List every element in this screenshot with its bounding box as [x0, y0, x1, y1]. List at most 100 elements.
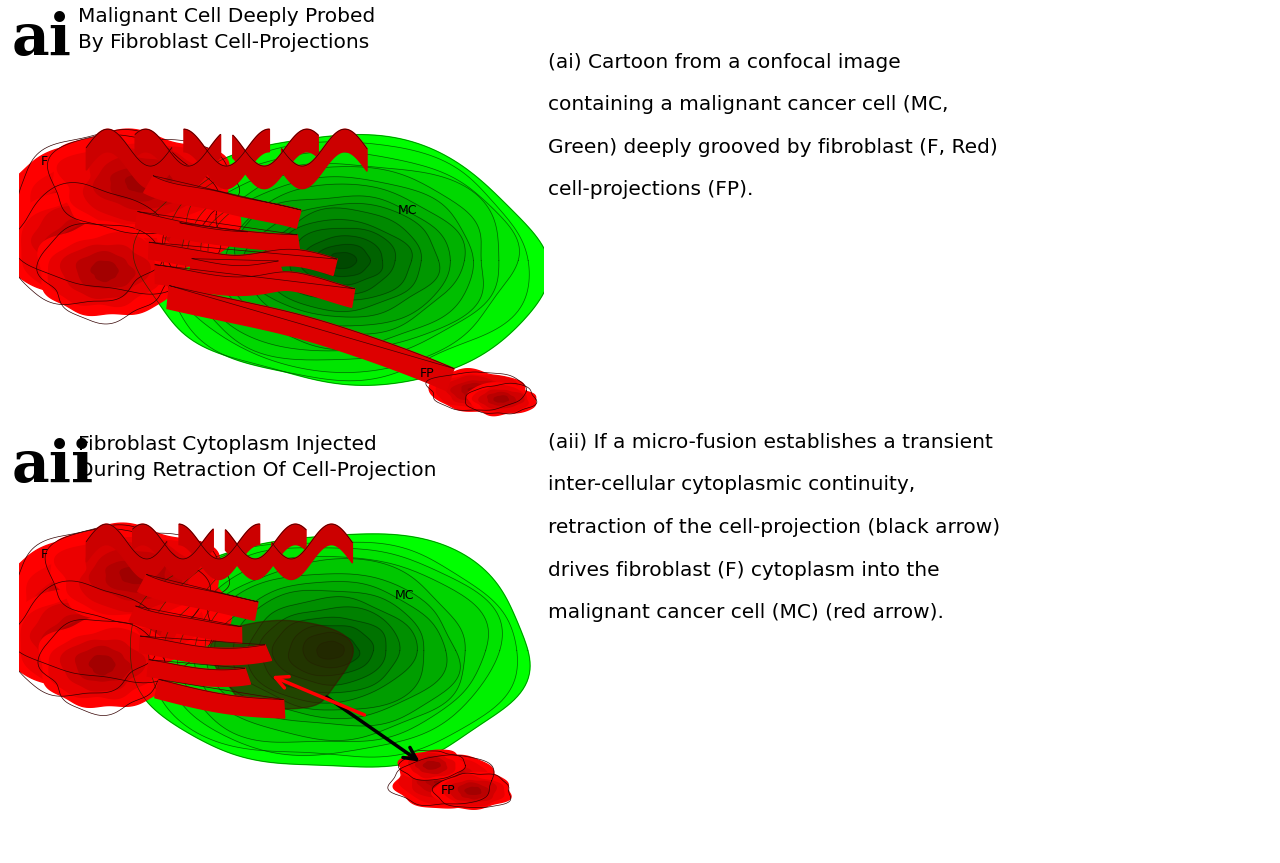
Polygon shape: [224, 184, 465, 334]
Polygon shape: [60, 224, 111, 265]
Polygon shape: [426, 772, 462, 790]
Polygon shape: [291, 229, 396, 294]
Text: F: F: [41, 155, 49, 168]
Polygon shape: [494, 396, 508, 402]
Text: aii: aii: [12, 438, 95, 494]
Polygon shape: [148, 542, 517, 757]
Polygon shape: [282, 129, 367, 189]
Polygon shape: [445, 376, 511, 406]
Text: MC: MC: [398, 205, 417, 217]
Polygon shape: [49, 564, 170, 651]
Polygon shape: [70, 630, 95, 650]
Polygon shape: [177, 223, 248, 246]
Polygon shape: [131, 534, 530, 767]
Polygon shape: [468, 387, 485, 394]
Polygon shape: [44, 216, 128, 273]
Polygon shape: [106, 559, 165, 592]
Polygon shape: [136, 129, 220, 189]
Polygon shape: [429, 369, 526, 411]
Polygon shape: [233, 129, 319, 189]
Polygon shape: [0, 137, 241, 293]
Polygon shape: [29, 549, 183, 664]
Polygon shape: [431, 772, 511, 809]
Polygon shape: [155, 679, 284, 718]
Polygon shape: [201, 167, 484, 351]
Polygon shape: [416, 757, 447, 773]
Polygon shape: [247, 596, 417, 703]
Polygon shape: [90, 550, 182, 600]
Polygon shape: [488, 393, 516, 405]
Polygon shape: [5, 191, 174, 299]
Polygon shape: [275, 219, 412, 300]
Polygon shape: [234, 196, 451, 326]
Polygon shape: [86, 129, 172, 189]
Polygon shape: [111, 167, 173, 201]
Polygon shape: [125, 175, 157, 192]
Polygon shape: [143, 176, 301, 228]
Polygon shape: [317, 641, 344, 659]
Text: FP: FP: [440, 784, 454, 797]
Polygon shape: [129, 606, 242, 643]
Polygon shape: [51, 523, 219, 627]
Polygon shape: [398, 750, 465, 779]
Polygon shape: [73, 235, 100, 255]
Polygon shape: [136, 211, 300, 251]
Polygon shape: [462, 384, 492, 398]
Polygon shape: [465, 787, 481, 794]
Polygon shape: [479, 390, 524, 408]
Polygon shape: [179, 524, 260, 580]
Polygon shape: [73, 178, 163, 249]
Text: MC: MC: [396, 589, 415, 602]
Polygon shape: [225, 524, 306, 580]
Polygon shape: [155, 265, 355, 307]
Text: Malignant Cell Deeply Probed
By Fibroblast Cell-Projections: Malignant Cell Deeply Probed By Fibrobla…: [78, 7, 375, 52]
Polygon shape: [93, 157, 189, 209]
Polygon shape: [271, 524, 352, 580]
Polygon shape: [35, 154, 191, 274]
Polygon shape: [83, 148, 202, 221]
Polygon shape: [102, 202, 132, 226]
Polygon shape: [243, 204, 440, 317]
Polygon shape: [58, 144, 223, 224]
Polygon shape: [458, 783, 489, 799]
Polygon shape: [60, 245, 150, 299]
Text: (ai) Cartoon from a confocal image

containing a malignant cancer cell (MC,

Gre: (ai) Cartoon from a confocal image conta…: [548, 53, 997, 199]
Polygon shape: [96, 595, 125, 617]
Polygon shape: [412, 761, 475, 797]
Polygon shape: [164, 142, 529, 381]
Polygon shape: [22, 198, 157, 293]
Polygon shape: [81, 583, 142, 628]
Polygon shape: [91, 261, 118, 281]
Polygon shape: [0, 532, 232, 681]
Polygon shape: [315, 244, 370, 276]
Polygon shape: [140, 636, 271, 665]
Polygon shape: [443, 775, 504, 805]
Polygon shape: [393, 755, 494, 808]
Polygon shape: [55, 538, 214, 614]
Polygon shape: [451, 381, 500, 400]
Polygon shape: [90, 656, 115, 675]
Polygon shape: [49, 628, 155, 699]
Polygon shape: [408, 753, 454, 778]
Polygon shape: [31, 604, 138, 677]
Text: FP: FP: [420, 367, 434, 380]
Polygon shape: [20, 536, 202, 672]
Polygon shape: [186, 163, 499, 360]
Polygon shape: [68, 570, 155, 639]
Polygon shape: [60, 640, 145, 691]
Polygon shape: [210, 620, 353, 709]
Polygon shape: [288, 626, 374, 676]
Polygon shape: [133, 524, 214, 580]
Polygon shape: [467, 383, 535, 416]
Polygon shape: [175, 152, 520, 373]
Polygon shape: [164, 548, 502, 755]
Polygon shape: [133, 135, 549, 385]
Polygon shape: [215, 582, 447, 719]
Polygon shape: [417, 766, 468, 795]
Polygon shape: [54, 170, 178, 261]
Polygon shape: [138, 575, 259, 620]
Polygon shape: [79, 542, 195, 612]
Polygon shape: [49, 233, 160, 306]
Polygon shape: [435, 777, 452, 784]
Polygon shape: [451, 780, 497, 802]
